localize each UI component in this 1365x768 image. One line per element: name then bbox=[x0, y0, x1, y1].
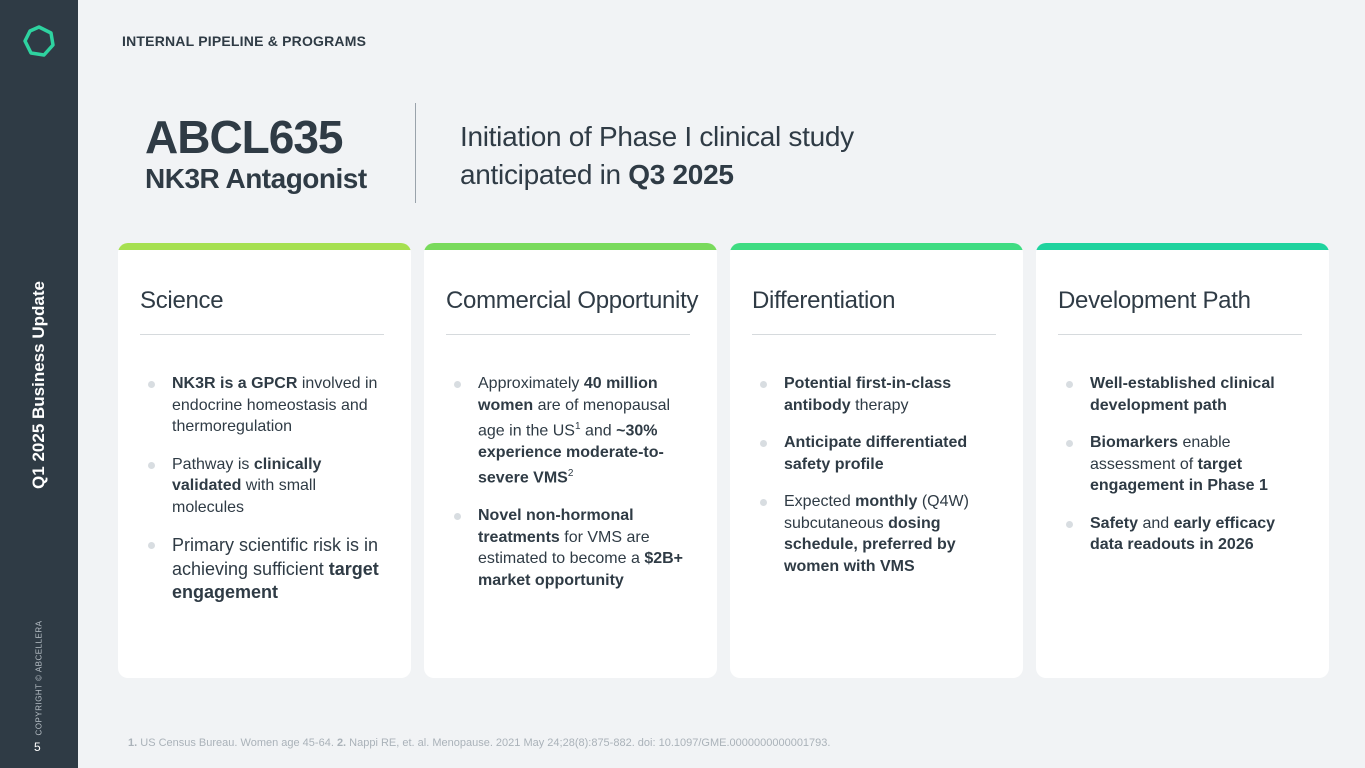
card-development-path: Development Path Well-established clinica… bbox=[1036, 243, 1329, 678]
text: US Census Bureau. Women age 45-64. bbox=[137, 737, 337, 749]
bullet-item: Potential first-in-class antibody therap… bbox=[760, 373, 1001, 416]
bold-text: clinically validated bbox=[172, 455, 322, 495]
text: involved in endocrine homeostasis and th… bbox=[172, 375, 378, 435]
bullet-item: NK3R is a GPCR involved in endocrine hom… bbox=[148, 373, 389, 438]
bold-text: early efficacy data readouts in 2026 bbox=[1090, 514, 1276, 554]
copyright: COPYRIGHT © ABCELLERA bbox=[34, 620, 44, 736]
text: and bbox=[580, 422, 617, 440]
card-title: Differentiation bbox=[752, 287, 896, 314]
text: Pathway is bbox=[172, 455, 254, 473]
card-accent-bar bbox=[1036, 243, 1329, 250]
bullet-list: NK3R is a GPCR involved in endocrine hom… bbox=[148, 373, 389, 621]
program-title: ABCL635 bbox=[145, 111, 344, 163]
header-divider bbox=[415, 103, 416, 203]
bullet-list: Well-established clinical development pa… bbox=[1066, 373, 1307, 572]
bullet-item: Biomarkers enable assessment of target e… bbox=[1066, 432, 1307, 497]
sidebar: Q1 2025 Business Update COPYRIGHT © ABCE… bbox=[0, 0, 78, 768]
bold-text: ~30% experience moderate-to-severe VMS bbox=[478, 422, 664, 487]
bold-text: dosing schedule, preferred by women with… bbox=[784, 514, 956, 575]
card-divider bbox=[140, 334, 384, 335]
bold-text: Safety bbox=[1090, 514, 1139, 532]
card-commercial-opportunity: Commercial Opportunity Approximately 40 m… bbox=[424, 243, 717, 678]
bold-text: 40 million women bbox=[478, 375, 658, 414]
text: with small molecules bbox=[172, 477, 317, 516]
section-label: INTERNAL PIPELINE & PROGRAMS bbox=[122, 33, 367, 49]
bold-text: Novel non-hormonal treatments bbox=[478, 507, 634, 546]
bold-text: target engagement in Phase 1 bbox=[1090, 455, 1268, 495]
text: Expected bbox=[784, 493, 856, 510]
superscript: 2 bbox=[567, 468, 574, 480]
card-differentiation: Differentiation Potential first-in-class … bbox=[730, 243, 1023, 678]
text: therapy bbox=[850, 396, 909, 414]
bullet-list: Approximately 40 million women are of me… bbox=[454, 373, 695, 607]
card-divider bbox=[1058, 334, 1302, 335]
bullet-item: Approximately 40 million women are of me… bbox=[454, 373, 695, 489]
headline-prefix: anticipated in bbox=[460, 159, 629, 190]
bullet-item: Well-established clinical development pa… bbox=[1066, 373, 1307, 416]
card-accent-bar bbox=[730, 243, 1023, 250]
bullet-item: Pathway is clinically validated with sma… bbox=[148, 454, 389, 519]
text: enable assessment of bbox=[1090, 434, 1231, 473]
text: for VMS are estimated to become a bbox=[478, 528, 650, 568]
bullet-item: Expected monthly (Q4W) subcutaneous dosi… bbox=[760, 491, 1001, 577]
bold-text: Well-established clinical development pa… bbox=[1090, 375, 1275, 414]
bold-text: 2. bbox=[336, 737, 347, 749]
bold-text: target engagement bbox=[172, 558, 379, 603]
bold-text: Potential first-in-class antibody bbox=[784, 375, 952, 414]
bullet-item: Novel non-hormonal treatments for VMS ar… bbox=[454, 505, 695, 591]
card-divider bbox=[446, 334, 690, 335]
headline-line1: Initiation of Phase I clinical study bbox=[460, 121, 854, 152]
text: Nappi RE, et. al. Menopause. 2021 May 24… bbox=[346, 737, 831, 749]
bullet-item: Safety and early efficacy data readouts … bbox=[1066, 513, 1307, 556]
superscript: 1 bbox=[574, 421, 581, 432]
text: Primary scientific risk is in achieving … bbox=[172, 535, 379, 579]
bold-text: $2B+ market opportunity bbox=[478, 550, 684, 589]
deck-title: Q1 2025 Business Update bbox=[29, 281, 48, 489]
card-accent-bar bbox=[424, 243, 717, 250]
text: and bbox=[1138, 514, 1174, 532]
bold-text: monthly bbox=[855, 493, 918, 510]
bold-text: NK3R is a GPCR bbox=[172, 375, 298, 392]
text: Approximately bbox=[478, 375, 584, 392]
text: are of menopausal age in the US bbox=[478, 396, 671, 440]
bold-text: 1. bbox=[128, 737, 138, 749]
card-divider bbox=[752, 334, 996, 335]
bullet-list: Potential first-in-class antibody therap… bbox=[760, 373, 1001, 593]
bullet-item: Primary scientific risk is in achieving … bbox=[148, 534, 389, 605]
program-subtitle: NK3R Antagonist bbox=[145, 163, 367, 194]
page-number: 5 bbox=[34, 740, 41, 754]
abcellera-logo-icon bbox=[23, 25, 55, 57]
headline: Initiation of Phase I clinical study ant… bbox=[460, 118, 854, 194]
card-science: Science NK3R is a GPCR involved in endocr… bbox=[118, 243, 411, 678]
bullet-item: Anticipate differentiated safety profile bbox=[760, 432, 1001, 475]
card-title: Science bbox=[140, 287, 224, 314]
bold-text: Biomarkers bbox=[1090, 434, 1179, 451]
headline-line2: anticipated in Q3 2025 bbox=[460, 156, 854, 194]
headline-date: Q3 2025 bbox=[628, 159, 734, 190]
card-title: Development Path bbox=[1058, 287, 1251, 314]
bold-text: Anticipate differentiated safety profile bbox=[784, 434, 968, 473]
footnote: 1. US Census Bureau. Women age 45-64. 2.… bbox=[128, 737, 830, 749]
card-accent-bar bbox=[118, 243, 411, 250]
text: (Q4W) subcutaneous bbox=[784, 493, 969, 532]
card-title: Commercial Opportunity bbox=[446, 287, 699, 314]
